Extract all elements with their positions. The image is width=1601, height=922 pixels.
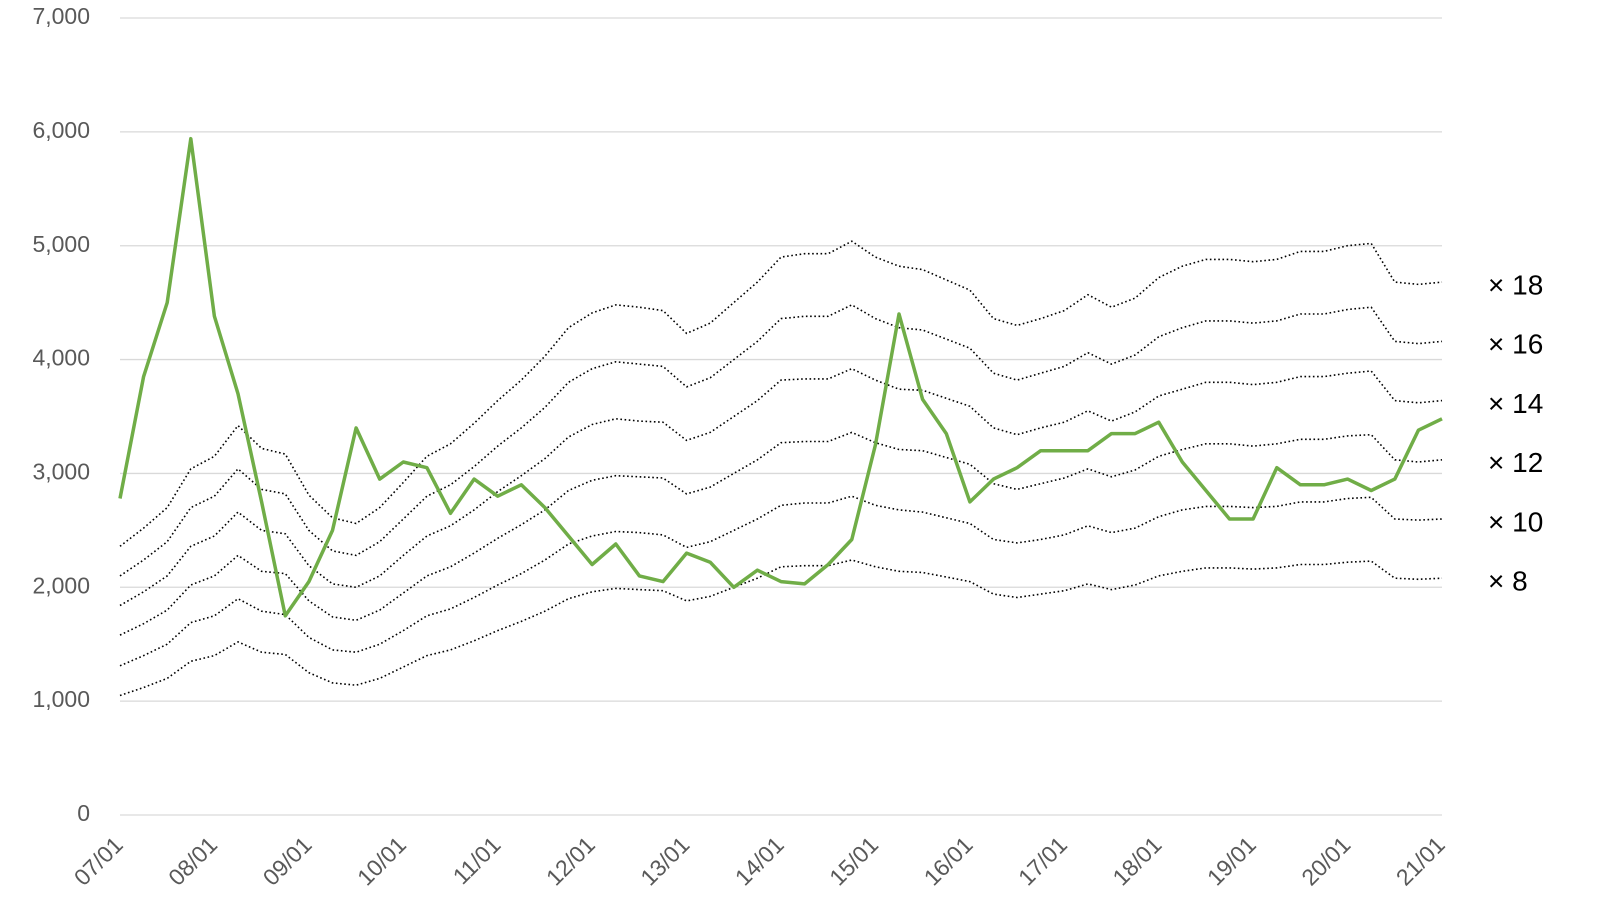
x-tick-label: 13/01 xyxy=(635,831,694,890)
x-tick-label: 20/01 xyxy=(1296,831,1355,890)
x-tick-label: 16/01 xyxy=(919,831,978,890)
price-line xyxy=(118,136,1443,618)
band-label: × 8 xyxy=(1488,566,1528,597)
x-tick-label: 21/01 xyxy=(1391,831,1450,890)
x-tick-label: 07/01 xyxy=(69,831,128,890)
band-line xyxy=(119,559,1443,697)
y-tick-label: 2,000 xyxy=(32,572,90,598)
y-tick-label: 6,000 xyxy=(32,117,90,143)
x-tick-label: 12/01 xyxy=(541,831,600,890)
x-tick-label: 14/01 xyxy=(730,831,789,890)
band-label: × 16 xyxy=(1488,329,1543,360)
x-tick-label: 15/01 xyxy=(824,831,883,890)
band-label: × 18 xyxy=(1488,270,1543,301)
y-tick-label: 3,000 xyxy=(32,459,90,485)
band-line xyxy=(119,431,1443,636)
y-tick-label: 1,000 xyxy=(32,686,90,712)
x-tick-label: 08/01 xyxy=(163,831,222,890)
y-tick-label: 7,000 xyxy=(32,3,90,29)
y-tick-label: 5,000 xyxy=(32,231,90,257)
y-tick-label: 4,000 xyxy=(32,345,90,371)
band-label: × 14 xyxy=(1488,388,1543,419)
band-line xyxy=(119,304,1443,577)
x-tick-label: 18/01 xyxy=(1107,831,1166,890)
band-label: × 12 xyxy=(1488,447,1543,478)
x-tick-label: 10/01 xyxy=(352,831,411,890)
x-tick-label: 19/01 xyxy=(1202,831,1261,890)
y-tick-label: 0 xyxy=(77,800,90,826)
band-line xyxy=(119,367,1443,607)
x-tick-label: 09/01 xyxy=(258,831,317,890)
x-tick-label: 17/01 xyxy=(1013,831,1072,890)
band-line xyxy=(119,240,1443,547)
x-tick-label: 11/01 xyxy=(448,831,506,889)
band-label: × 10 xyxy=(1488,506,1543,537)
